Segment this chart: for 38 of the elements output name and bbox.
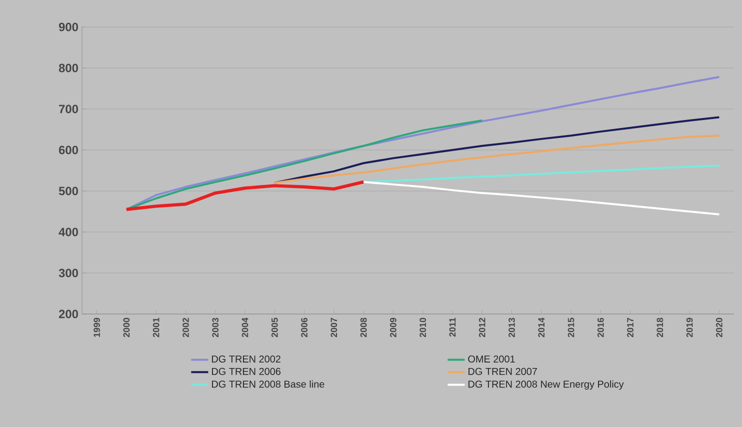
- y-tick-label: 900: [58, 22, 78, 32]
- x-tick-label: 2000: [123, 318, 130, 338]
- x-tick-label: 2011: [449, 318, 456, 337]
- x-tick-label: 2013: [508, 318, 515, 338]
- x-tick-label: 1999: [94, 318, 100, 337]
- y-tick-label: 600: [58, 146, 78, 154]
- x-tick-label: 2004: [242, 318, 248, 338]
- legend-label: DG TREN 2008 Base line: [212, 380, 324, 388]
- legend-label: DG TREN 2006: [212, 368, 280, 375]
- y-tick-label: 500: [58, 186, 78, 196]
- x-tick-label: 2018: [656, 318, 664, 338]
- x-tick-label: 2016: [597, 318, 604, 338]
- y-tick-label: 300: [58, 268, 78, 278]
- legend-label: OME 2001: [468, 356, 515, 363]
- x-tick-label: 2012: [478, 318, 486, 338]
- y-tick-label: 200: [58, 310, 78, 318]
- x-tick-label: 2005: [271, 318, 278, 338]
- x-tick-label: 2010: [420, 318, 426, 338]
- x-tick-label: 2007: [330, 318, 338, 338]
- x-tick-label: 2003: [212, 318, 219, 338]
- x-tick-label: 2002: [182, 318, 189, 338]
- y-tick-label: 700: [59, 104, 78, 114]
- x-tick-label: 2001: [152, 318, 160, 338]
- x-tick-label: 2008: [360, 318, 367, 338]
- line-series: [125, 119, 484, 210]
- legend-label: DG TREN 2002: [212, 356, 280, 363]
- legend-label: DG TREN 2008 New Energy Policy: [468, 380, 624, 390]
- legend-label: DG TREN 2007: [468, 368, 537, 375]
- line-series: [124, 180, 366, 212]
- x-tick-label: 2019: [686, 318, 693, 338]
- x-tick-label: 2009: [390, 318, 396, 338]
- x-tick-label: 2015: [568, 318, 574, 338]
- x-tick-label: 2020: [716, 318, 722, 338]
- y-tick-label: 800: [58, 64, 78, 72]
- x-tick-label: 2017: [627, 318, 634, 338]
- x-tick-label: 2014: [538, 318, 545, 338]
- x-tick-label: 2006: [301, 318, 308, 338]
- y-tick-label: 400: [58, 228, 78, 236]
